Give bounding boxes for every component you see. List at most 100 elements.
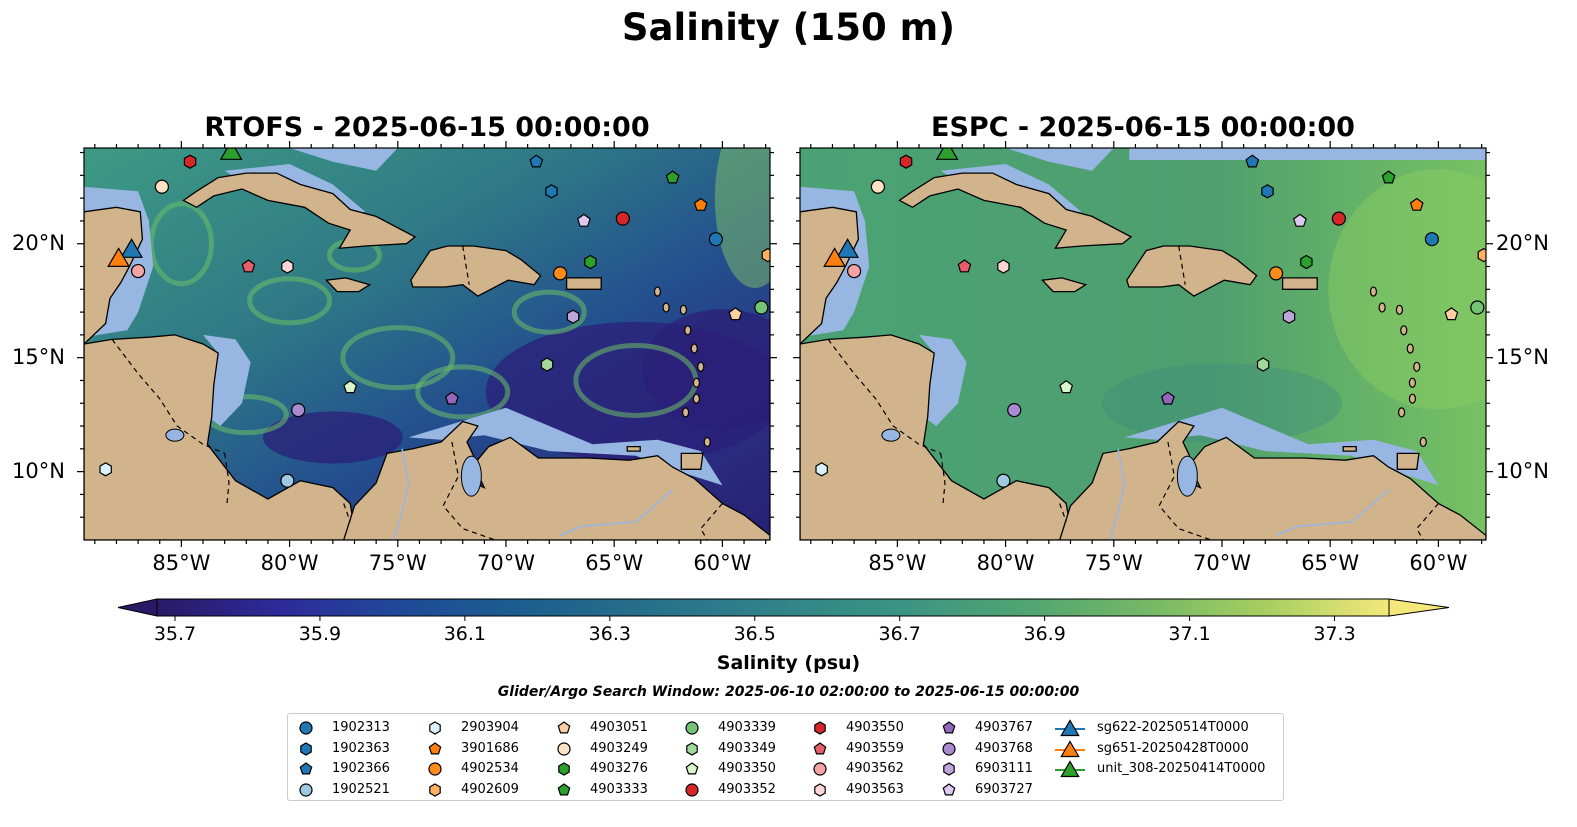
legend-label: 4903349 <box>718 740 776 756</box>
legend-marker-circle-icon <box>685 782 699 797</box>
legend-label: unit_308-20250414T0000 <box>1097 761 1266 776</box>
legend-marker <box>1060 739 1080 757</box>
legend-marker <box>299 762 313 775</box>
no-data-strip <box>1129 148 1486 160</box>
argo-float-4903550 <box>183 154 197 169</box>
colorbar <box>117 598 1450 621</box>
land-puertoRico <box>1281 277 1318 290</box>
argo-float-1902313 <box>1424 232 1439 247</box>
legend-marker-circle-icon <box>685 721 699 735</box>
legend-label: 4903350 <box>718 761 776 776</box>
argo-float-4903767 <box>1160 391 1175 405</box>
country-border <box>1059 503 1067 523</box>
eddy-swirl <box>247 276 333 326</box>
legend-marker-pentagon-icon <box>942 721 956 734</box>
land-southAmerica <box>343 420 770 540</box>
shallow-shelf <box>203 334 251 426</box>
colorbar-tick-label: 36.5 <box>733 623 776 645</box>
lake-maracaibo <box>1176 455 1198 497</box>
legend-marker-pentagon-icon <box>557 721 571 734</box>
legend-marker <box>558 762 570 776</box>
argo-float-4902534 <box>552 266 568 281</box>
argo-float-4903559 <box>241 259 256 273</box>
colorbar-tick-label: 36.9 <box>1023 623 1066 645</box>
legend-label: 4903276 <box>590 761 648 776</box>
rtofs-map-panel <box>84 148 770 540</box>
legend-label: 1902521 <box>332 781 390 797</box>
country-border <box>940 453 946 506</box>
shallow-shelf <box>919 334 967 426</box>
island <box>1406 343 1414 354</box>
colorbar-tick-label: 37.1 <box>1168 623 1211 645</box>
argo-float-4903051 <box>1444 307 1459 321</box>
legend-marker <box>685 762 699 775</box>
argo-float-4903352 <box>1331 211 1346 226</box>
lat-tick-label: 15°N <box>12 344 65 369</box>
land-cuba <box>898 172 1133 250</box>
argo-float-4903350 <box>1059 380 1074 394</box>
argo-float-2903904 <box>815 462 828 477</box>
land-yucatan <box>84 206 144 345</box>
lon-tick-label: 65°W <box>585 551 644 575</box>
shallow-shelf <box>1124 407 1439 486</box>
legend-label: 4903563 <box>846 781 904 797</box>
legend-marker-hexagon-icon <box>429 782 441 797</box>
legend-marker <box>942 721 956 734</box>
colorbar-tick-label: 35.9 <box>298 623 342 645</box>
legend-marker <box>686 741 698 756</box>
country-border <box>224 453 230 506</box>
legend-label: 4903339 <box>718 720 776 735</box>
espc-map-panel <box>800 148 1486 540</box>
low-salinity-patch <box>262 411 403 464</box>
legend-marker-circle-icon <box>299 782 313 797</box>
argo-float-4903339 <box>1470 300 1485 315</box>
land-margarita <box>626 445 641 452</box>
figure-title: Salinity (150 m) <box>621 6 956 49</box>
colorbar-min-extend <box>117 598 158 617</box>
island <box>703 436 711 448</box>
legend-marker <box>557 741 571 756</box>
legend-marker-triangle-icon <box>1055 739 1085 757</box>
island <box>653 286 662 297</box>
legend-marker-pentagon-icon <box>428 741 442 754</box>
river <box>559 489 674 537</box>
country-border <box>1178 245 1186 285</box>
argo-float-1902363 <box>545 184 558 199</box>
legend-marker <box>557 782 571 795</box>
river <box>392 448 410 540</box>
rtofs-panel-title: RTOFS - 2025-06-15 00:00:00 <box>204 112 650 143</box>
argo-float-4903051 <box>728 307 743 321</box>
argo-float-4902609 <box>1477 247 1486 263</box>
legend-label: 1902313 <box>332 720 390 735</box>
argo-float-4903249 <box>154 179 170 194</box>
high-salinity-patch <box>714 148 770 289</box>
colorbar-frame <box>156 598 1390 617</box>
lon-tick-label: 70°W <box>1192 551 1251 575</box>
shallow-shelf <box>408 407 723 486</box>
eddy-swirl <box>511 289 587 335</box>
river <box>1108 448 1126 540</box>
legend-marker-hexagon-icon <box>558 762 570 776</box>
legend-label: 1902363 <box>332 740 390 756</box>
legend-marker <box>1060 760 1080 778</box>
argo-float-4902609 <box>761 247 770 263</box>
island <box>684 325 692 336</box>
glider-unit_308-20250414T0000 <box>935 148 959 160</box>
legend-marker <box>685 782 699 797</box>
land-centralAmerica <box>84 334 356 540</box>
legend-marker <box>1060 719 1080 737</box>
argo-float-1902363 <box>1261 184 1274 199</box>
island <box>1378 302 1386 313</box>
legend-label: 4902609 <box>461 781 519 797</box>
lon-tick-label: 75°W <box>1084 551 1143 575</box>
lake-maracaibo <box>460 455 482 497</box>
lon-tick-label: 60°W <box>693 551 752 575</box>
legend-marker-pentagon-icon <box>685 762 699 775</box>
map-frame <box>799 147 1487 541</box>
legend-marker <box>429 782 441 797</box>
country-border <box>1158 441 1212 540</box>
island <box>1369 286 1378 297</box>
lon-tick-label: 70°W <box>476 551 535 575</box>
island <box>690 343 698 354</box>
